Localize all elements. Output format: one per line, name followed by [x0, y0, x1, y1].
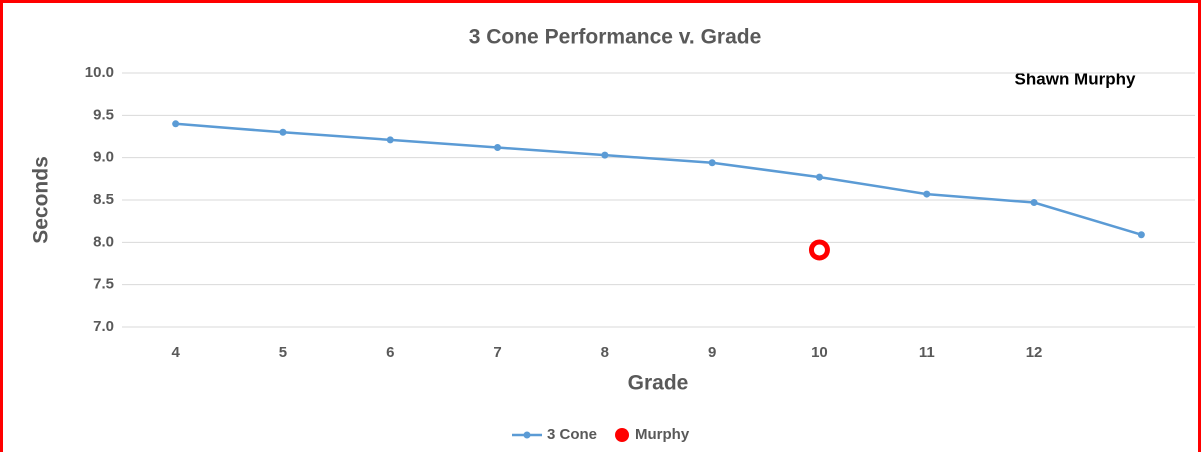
annotation: Shawn Murphy [1015, 69, 1136, 88]
legend-label: 3 Cone [547, 426, 597, 443]
y-tick-label: 7.0 [93, 318, 114, 335]
y-tick-label: 9.5 [93, 106, 114, 123]
legend-marker [523, 431, 531, 439]
chart-title: 3 Cone Performance v. Grade [469, 26, 762, 49]
point [1137, 231, 1145, 239]
y-tick-label: 8.0 [93, 233, 114, 250]
x-tick-label: 5 [279, 344, 287, 361]
x-tick-label: 9 [708, 344, 716, 361]
point [172, 120, 180, 128]
y-tick-label: 8.5 [93, 191, 114, 208]
x-axis-label: Grade [628, 372, 689, 395]
point [808, 239, 830, 261]
x-tick-label: 11 [919, 344, 935, 361]
x-tick-label: 6 [386, 344, 394, 361]
x-tick-label: 8 [601, 344, 609, 361]
point [815, 173, 823, 181]
y-tick-label: 7.5 [93, 276, 114, 293]
legend-marker [615, 428, 630, 442]
point [386, 136, 394, 144]
y-tick-label: 9.0 [93, 149, 114, 166]
x-tick-label: 4 [171, 344, 180, 361]
point [1030, 199, 1038, 207]
point [708, 159, 716, 167]
y-tick-label: 10.0 [85, 64, 114, 81]
point [279, 128, 287, 136]
series-line [175, 122, 1142, 236]
x-tick-label: 10 [811, 344, 828, 361]
point [923, 190, 931, 198]
legend-label: Murphy [635, 426, 690, 443]
y-axis-label: Seconds [30, 156, 53, 244]
point [494, 144, 502, 152]
x-tick-label: 7 [493, 344, 501, 361]
x-tick-label: 12 [1026, 344, 1043, 361]
point [601, 151, 609, 159]
